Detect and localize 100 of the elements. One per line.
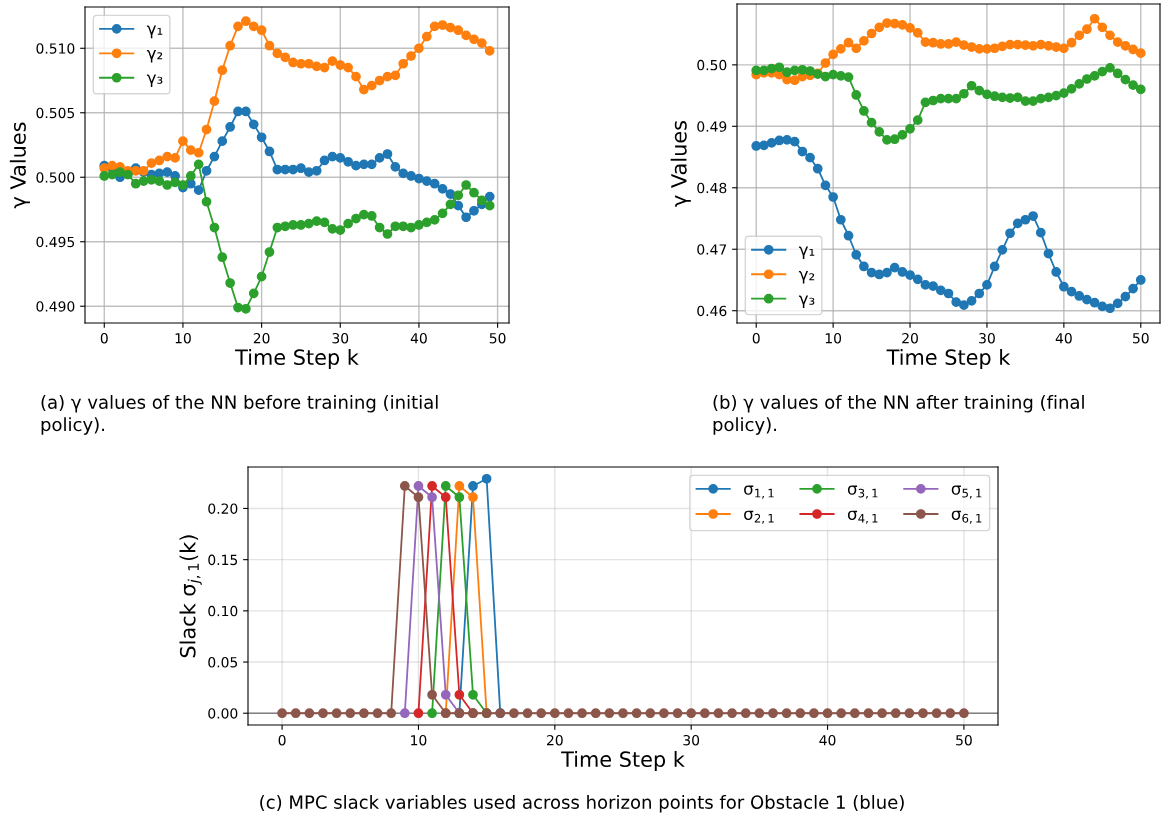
point xyxy=(989,91,1000,102)
point xyxy=(296,58,306,69)
point xyxy=(1105,303,1115,314)
point xyxy=(429,178,440,189)
point xyxy=(304,708,315,719)
point xyxy=(201,196,212,207)
point xyxy=(398,58,409,69)
point xyxy=(943,39,954,49)
point xyxy=(303,167,314,177)
point xyxy=(943,288,954,299)
point xyxy=(178,136,188,147)
point xyxy=(1128,283,1138,294)
y-tick-label: 0.490 xyxy=(36,301,75,312)
point xyxy=(935,39,946,49)
y-tick-label: 0.495 xyxy=(36,236,75,248)
x-tick-label: 50 xyxy=(489,332,506,344)
point xyxy=(303,58,314,69)
point xyxy=(248,288,259,299)
point xyxy=(1005,39,1015,50)
point xyxy=(233,21,243,32)
y-axis-title: γ Values xyxy=(670,121,691,207)
point xyxy=(138,176,149,186)
x-tick-label: 10 xyxy=(825,332,842,344)
point xyxy=(280,52,291,63)
point xyxy=(989,261,1000,272)
y-axis-title: γ Values xyxy=(9,122,30,209)
point xyxy=(1135,48,1146,59)
point xyxy=(319,217,330,228)
x-tick-label: 20 xyxy=(902,332,918,344)
point xyxy=(563,708,574,719)
point xyxy=(751,141,762,151)
point xyxy=(1135,275,1146,285)
x-tick-label: 50 xyxy=(1133,332,1149,344)
point xyxy=(1135,84,1146,95)
point xyxy=(146,158,157,168)
point xyxy=(359,84,369,95)
point xyxy=(225,40,235,51)
point xyxy=(882,18,892,28)
point xyxy=(264,146,275,157)
point xyxy=(288,57,298,68)
point xyxy=(920,37,931,47)
point xyxy=(577,708,587,719)
x-tick-label: 20 xyxy=(547,734,563,746)
point xyxy=(866,117,877,128)
point xyxy=(399,481,410,491)
point xyxy=(386,708,397,719)
point xyxy=(789,136,800,147)
point xyxy=(406,51,416,61)
y-tick-label: 0.00 xyxy=(208,708,238,719)
x-axis-title: Time Step k xyxy=(886,348,1011,370)
point xyxy=(484,191,495,202)
point xyxy=(277,708,287,719)
point xyxy=(461,180,471,190)
point xyxy=(99,171,110,181)
point xyxy=(905,270,915,280)
point xyxy=(1120,40,1131,51)
point xyxy=(225,122,235,132)
point xyxy=(453,200,464,211)
point xyxy=(820,180,831,191)
point xyxy=(162,180,173,190)
point xyxy=(248,119,259,130)
point xyxy=(1051,267,1062,277)
point xyxy=(928,281,938,291)
point xyxy=(290,708,301,719)
y-tick-label: 0.47 xyxy=(697,244,727,255)
point xyxy=(989,43,1000,54)
point xyxy=(874,126,885,137)
point xyxy=(399,708,410,719)
x-tick-label: 30 xyxy=(683,734,700,746)
point xyxy=(951,297,962,307)
point xyxy=(406,222,416,233)
point xyxy=(429,214,440,225)
point xyxy=(918,708,928,719)
point xyxy=(1082,74,1092,84)
point xyxy=(193,159,204,170)
point xyxy=(343,218,353,229)
point xyxy=(863,708,874,719)
point xyxy=(966,80,977,91)
point xyxy=(241,16,251,27)
point xyxy=(374,222,385,233)
x-axis-title: Time Step k xyxy=(561,750,685,772)
point xyxy=(1082,24,1092,35)
point xyxy=(319,155,330,166)
point xyxy=(343,62,353,73)
text: (c) MPC slack variables used across horizon points for Obstacle 1 (blue) xyxy=(260,795,904,813)
point xyxy=(618,708,628,719)
point xyxy=(170,177,180,188)
point xyxy=(225,278,235,288)
point xyxy=(366,159,377,170)
y-tick-label: 0.15 xyxy=(208,554,238,566)
point xyxy=(782,67,792,78)
point xyxy=(264,40,275,51)
point xyxy=(1005,93,1015,103)
point xyxy=(835,71,846,81)
point xyxy=(437,208,448,219)
point xyxy=(920,280,931,290)
point xyxy=(1028,96,1038,106)
point xyxy=(699,708,710,719)
point xyxy=(359,708,369,719)
point xyxy=(843,230,854,241)
